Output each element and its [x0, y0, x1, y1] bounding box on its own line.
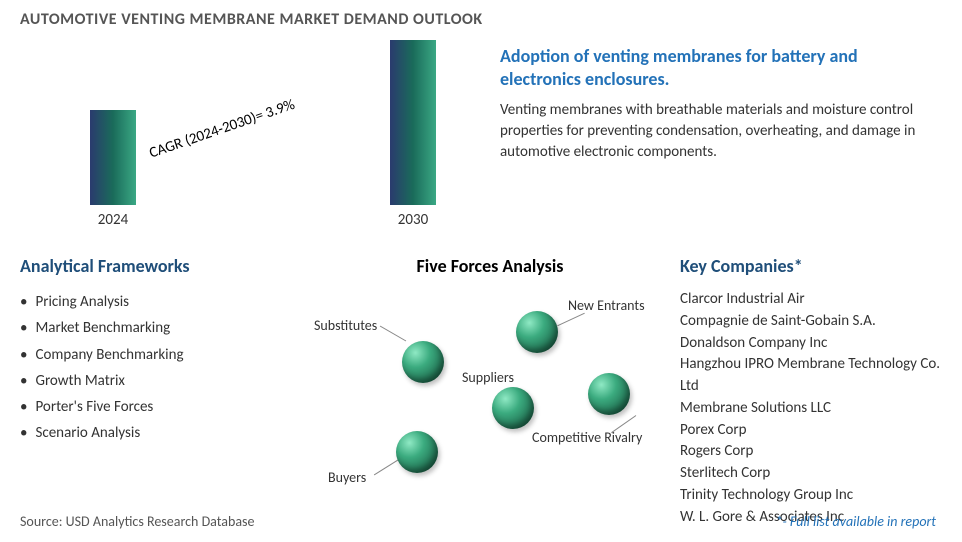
force-node-suppliers	[492, 387, 534, 429]
force-label-suppliers: Suppliers	[462, 369, 514, 386]
force-label-substitutes: Substitutes	[314, 317, 377, 334]
bar-2024	[90, 110, 136, 205]
company-item: Porex Corp	[680, 420, 942, 442]
analytical-item: Scenario Analysis	[20, 420, 300, 446]
five-forces: Five Forces Analysis Substitutes New Ent…	[310, 255, 670, 528]
force-node-new-entrants	[516, 311, 558, 353]
top-row: 2024 2030 CAGR (2024-2030)= 3.9% Adoptio…	[20, 35, 942, 235]
analytical-heading: Analytical Frameworks	[20, 255, 300, 277]
force-label-new-entrants: New Entrants	[568, 297, 645, 314]
analytical-list: Pricing Analysis Market Benchmarking Com…	[20, 289, 300, 447]
company-item: Rogers Corp	[680, 441, 942, 463]
key-companies-heading: Key Companies*	[680, 255, 942, 277]
page-title: AUTOMOTIVE VENTING MEMBRANE MARKET DEMAN…	[20, 10, 942, 29]
info-body: Venting membranes with breathable materi…	[500, 100, 942, 163]
analytical-item: Market Benchmarking	[20, 315, 300, 341]
company-item: Sterlitech Corp	[680, 463, 942, 485]
analytical-item: Company Benchmarking	[20, 342, 300, 368]
demand-bar-chart: 2024 2030 CAGR (2024-2030)= 3.9%	[20, 35, 480, 235]
analytical-item: Growth Matrix	[20, 368, 300, 394]
company-item: Donaldson Company Inc	[680, 333, 942, 355]
company-item: Compagnie de Saint-Gobain S.A.	[680, 311, 942, 333]
connector-line	[557, 313, 585, 327]
force-label-competitive-rivalry: Competitive Rivalry	[532, 429, 642, 446]
force-node-buyers	[396, 431, 438, 473]
analytical-item: Pricing Analysis	[20, 289, 300, 315]
connector-line	[380, 326, 406, 342]
company-item: Clarcor Industrial Air	[680, 289, 942, 311]
cagr-annotation: CAGR (2024-2030)= 3.9%	[147, 96, 297, 163]
force-node-competitive-rivalry	[588, 373, 630, 415]
key-companies-list: Clarcor Industrial Air Compagnie de Sain…	[680, 289, 942, 528]
bar-2030	[390, 40, 436, 205]
force-label-buyers: Buyers	[328, 469, 366, 486]
bottom-row: Analytical Frameworks Pricing Analysis M…	[20, 255, 942, 528]
info-heading: Adoption of venting membranes for batter…	[500, 45, 942, 92]
source-citation: Source: USD Analytics Research Database	[20, 513, 254, 530]
connector-line	[374, 460, 398, 476]
company-item: Membrane Solutions LLC	[680, 398, 942, 420]
info-panel: Adoption of venting membranes for batter…	[500, 35, 942, 235]
bar-label-2024: 2024	[83, 211, 143, 229]
analytical-frameworks: Analytical Frameworks Pricing Analysis M…	[20, 255, 300, 528]
analytical-item: Porter's Five Forces	[20, 394, 300, 420]
five-forces-canvas: Substitutes New Entrants Suppliers Compe…	[310, 289, 670, 489]
five-forces-heading: Five Forces Analysis	[310, 255, 670, 277]
key-companies: Key Companies* Clarcor Industrial Air Co…	[680, 255, 942, 528]
company-item: Trinity Technology Group Inc	[680, 485, 942, 507]
footnote: *- Full list available in report	[776, 513, 937, 530]
force-node-substitutes	[402, 341, 444, 383]
company-item: Hangzhou IPRO Membrane Technology Co. Lt…	[680, 354, 942, 398]
bar-label-2030: 2030	[383, 211, 443, 229]
